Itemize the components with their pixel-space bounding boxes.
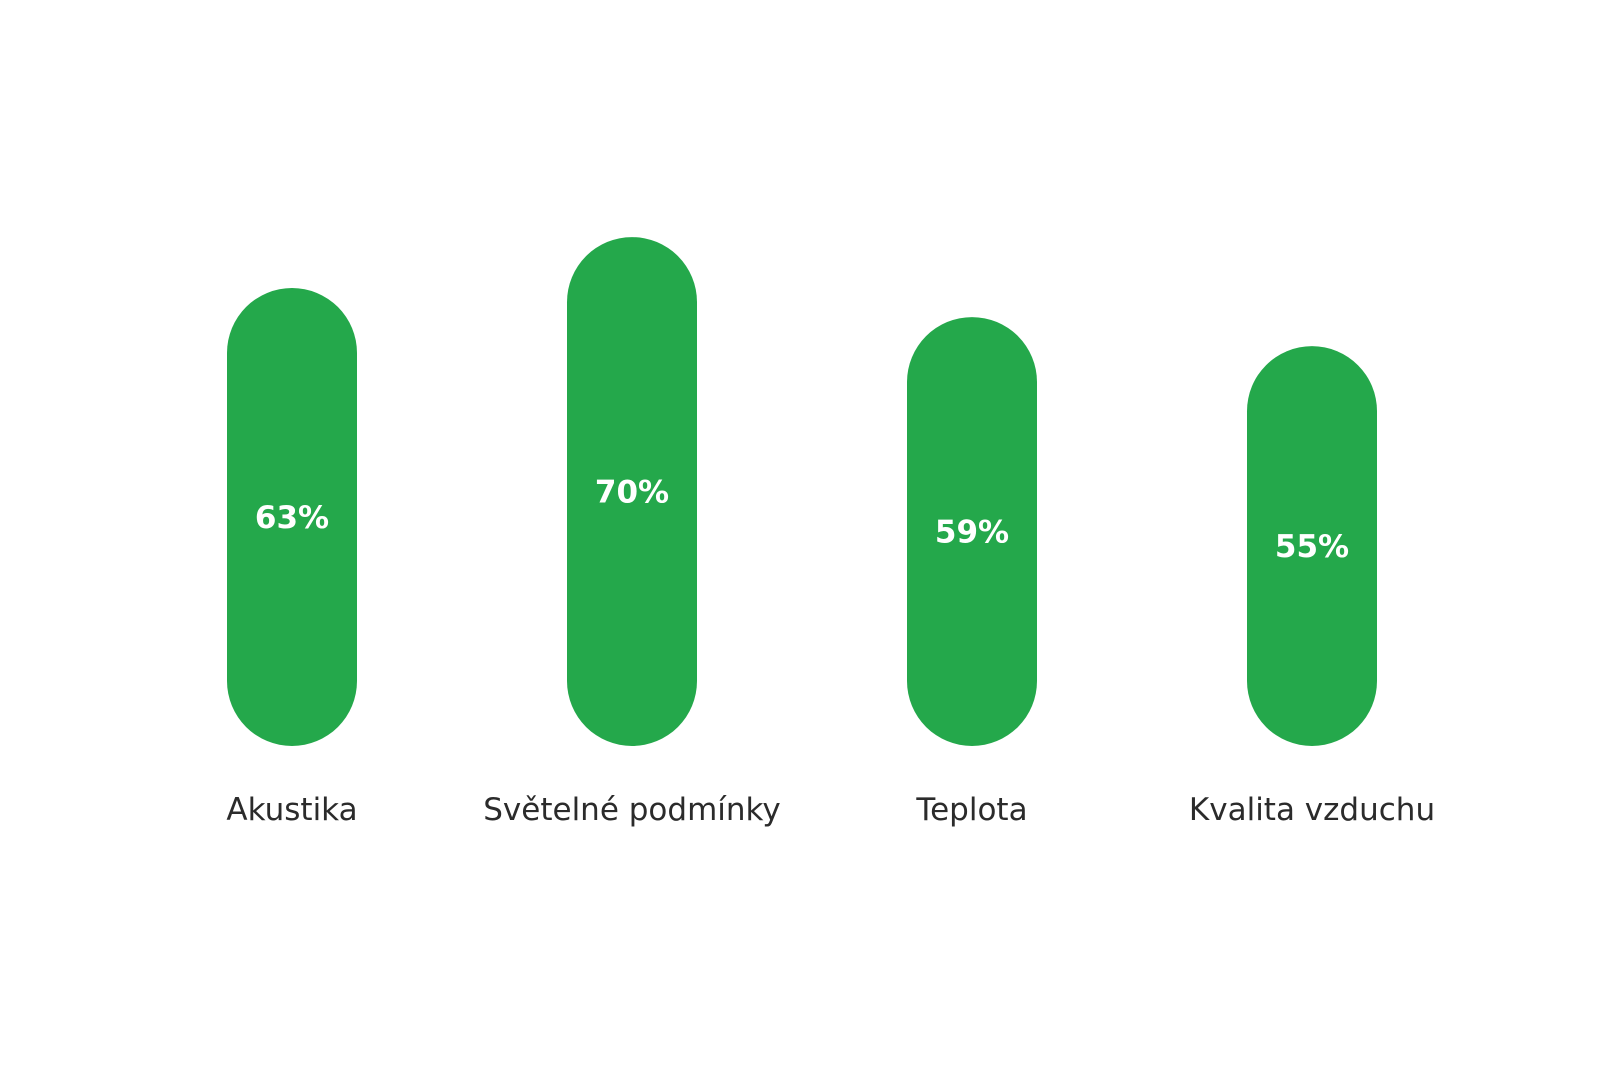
bar-value-label: 70% xyxy=(595,475,669,511)
bar-value-label: 59% xyxy=(935,515,1009,551)
category-labels-layer: Akustika Světelné podmínky Teplota Kvalita … xyxy=(226,792,1435,828)
category-label: Teplota xyxy=(915,792,1027,828)
category-label: Akustika xyxy=(226,792,357,828)
category-label: Světelné podmínky xyxy=(483,792,780,828)
bars-layer xyxy=(227,237,1377,746)
bar-3 xyxy=(907,317,1037,746)
bar-1 xyxy=(227,287,357,746)
value-labels-layer: 63% 70% 59% 55% xyxy=(255,475,1349,566)
bar-2 xyxy=(567,237,697,746)
bar-value-label: 55% xyxy=(1275,529,1349,565)
bar-4 xyxy=(1247,346,1377,746)
category-label: Kvalita vzduchu xyxy=(1189,792,1435,828)
bar-value-label: 63% xyxy=(255,500,329,536)
